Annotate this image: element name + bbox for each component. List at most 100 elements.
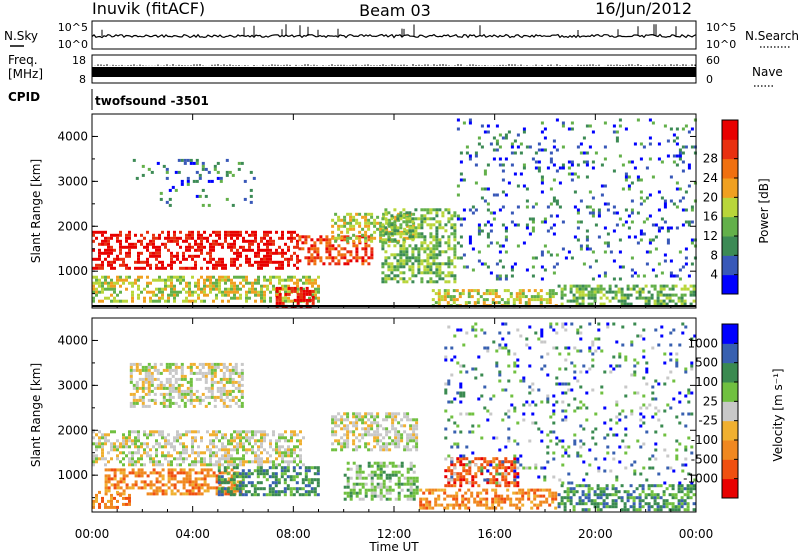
power-cell (630, 274, 634, 278)
velocity-cell (482, 497, 486, 501)
velocity-cell (479, 500, 483, 504)
velocity-cell (662, 493, 666, 497)
velocity-cell (662, 505, 666, 509)
power-cell (449, 295, 453, 299)
velocity-cell (180, 371, 184, 375)
power-ytick-label-1: 2000 (57, 219, 88, 233)
power-cell (110, 287, 113, 291)
velocity-cell (217, 490, 221, 494)
power-cell (376, 215, 380, 219)
power-cell (209, 290, 212, 294)
velocity-cell (149, 471, 153, 475)
power-cell (630, 181, 634, 185)
velocity-cell (180, 362, 184, 366)
velocity-cell (495, 466, 499, 470)
power-cell (687, 223, 691, 227)
power-cell (233, 290, 236, 294)
velocity-cell (540, 331, 544, 335)
velocity-cell (686, 493, 690, 497)
power-cell (248, 263, 251, 267)
power-cell (263, 257, 266, 261)
power-cell (447, 244, 451, 248)
velocity-cell (394, 415, 398, 419)
velocity-cell (403, 430, 407, 434)
velocity-cell (268, 466, 272, 470)
velocity-cell (397, 476, 401, 480)
velocity-cell (135, 362, 139, 366)
velocity-cell (334, 439, 338, 443)
velocity-cell (346, 491, 350, 495)
velocity-cell (527, 491, 531, 495)
velocity-cell (453, 466, 457, 470)
power-cell (495, 139, 499, 143)
velocity-cell (388, 415, 392, 419)
velocity-cell (498, 463, 502, 467)
power-cell (331, 218, 335, 222)
power-cell (639, 196, 643, 200)
velocity-cell (686, 490, 690, 494)
power-cell (302, 295, 306, 299)
power-cell (461, 289, 465, 293)
power-cell (200, 290, 203, 294)
power-cell (215, 293, 218, 297)
velocity-cell (201, 392, 205, 396)
power-cell (615, 130, 619, 134)
velocity-cell (563, 502, 567, 506)
velocity-cell (210, 368, 214, 372)
velocity-cell (101, 499, 104, 503)
velocity-cell (385, 445, 389, 449)
power-cell (218, 263, 221, 267)
power-cell (543, 244, 547, 248)
power-cell (468, 157, 472, 161)
power-cell (540, 220, 544, 224)
velocity-cell (156, 368, 160, 372)
power-cell (266, 233, 269, 237)
velocity-cell (355, 418, 359, 422)
velocity-cell (143, 480, 147, 484)
power-cell (441, 250, 445, 254)
power-cell (278, 275, 281, 279)
power-cell (275, 289, 279, 293)
power-cell (296, 260, 299, 264)
velocity-cell (239, 436, 242, 440)
power-cell (278, 301, 282, 305)
velocity-cell (513, 475, 517, 479)
power-cell (197, 293, 200, 297)
power-cell (510, 268, 514, 272)
velocity-cell (222, 404, 226, 408)
power-cell (399, 226, 403, 230)
power-cell (651, 121, 655, 125)
power-cell (513, 223, 517, 227)
power-cell (101, 263, 104, 267)
velocity-cell (298, 466, 302, 470)
velocity-cell (400, 436, 404, 440)
power-cell (161, 296, 164, 300)
cpid-value: twofsound -3501 (95, 94, 209, 108)
power-cell (390, 271, 394, 275)
power-cell (200, 239, 203, 243)
power-cell (672, 154, 676, 158)
power-cell (134, 281, 137, 285)
velocity-cell (235, 475, 239, 479)
velocity-cell (221, 436, 224, 440)
velocity-cell (230, 483, 234, 487)
power-cell (167, 293, 170, 297)
velocity-cell (244, 493, 248, 497)
velocity-cell (513, 469, 517, 473)
velocity-cell (456, 478, 460, 482)
velocity-cell (238, 493, 242, 497)
velocity-cell (346, 485, 350, 489)
velocity-cell (488, 506, 492, 510)
velocity-cell (355, 445, 359, 449)
power-cell (393, 208, 397, 212)
power-cell (441, 271, 445, 275)
velocity-cell (415, 442, 419, 446)
power-cell (272, 251, 275, 255)
power-cell (155, 299, 158, 303)
velocity-cell (158, 430, 161, 434)
power-cell (641, 290, 645, 294)
power-cell (485, 289, 489, 293)
power-cell (411, 220, 415, 224)
velocity-cell (461, 500, 465, 504)
power-cell (384, 217, 388, 221)
